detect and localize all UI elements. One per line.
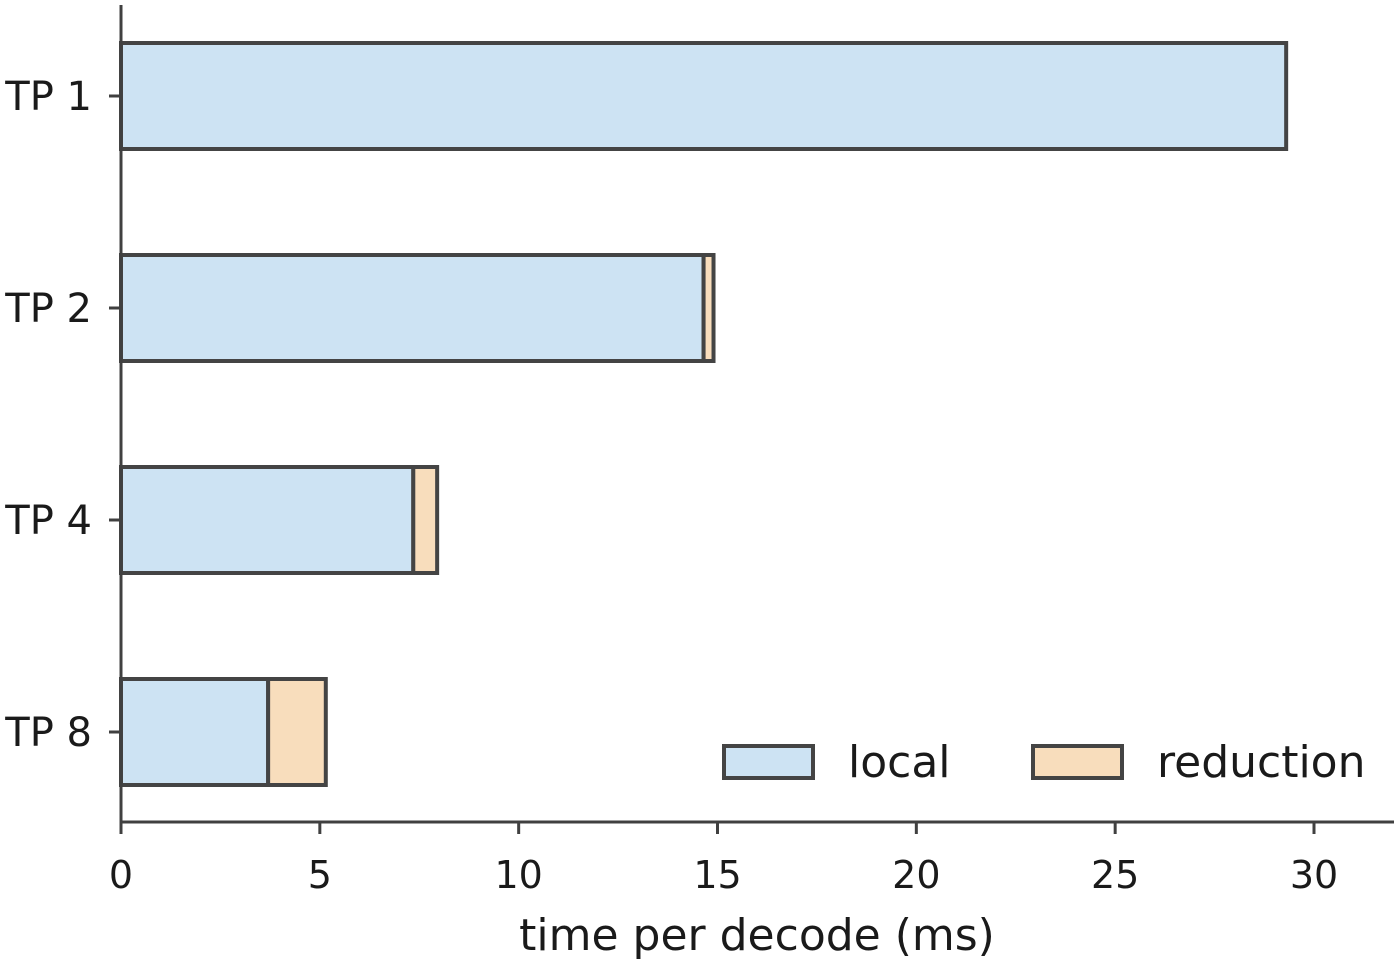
bar-local-tp-2 [119,253,706,363]
legend-label-reduction: reduction [1157,737,1365,788]
y-tick-label-tp-8: TP 8 [4,710,92,756]
x-tick-label-10: 10 [494,853,542,897]
y-axis-ticks: TP 1 TP 2 TP 4 TP 8 [4,74,121,756]
legend-label-local: local [848,737,951,788]
x-tick-label-25: 25 [1091,853,1139,897]
x-tick-label-15: 15 [693,853,741,897]
x-tick-label-0: 0 [109,853,133,897]
legend-swatch-reduction [1031,744,1124,780]
x-axis-title: time per decode (ms) [519,910,995,961]
bar-reduction-tp-8 [266,677,328,787]
x-tick-label-30: 30 [1290,853,1338,897]
y-tick-label-tp-4: TP 4 [4,498,92,544]
bar-reduction-tp-4 [411,465,440,575]
x-axis-ticks: 0 5 10 15 20 25 30 [109,822,1338,897]
legend: local reduction [722,737,1365,788]
bar-local-tp-4 [119,465,416,575]
bar-local-tp-1 [119,41,1289,151]
y-tick-label-tp-1: TP 1 [4,74,92,120]
bars-group [119,41,1289,787]
legend-swatch-local [722,744,815,780]
x-tick-label-5: 5 [308,853,332,897]
x-tick-label-20: 20 [892,853,940,897]
bar-local-tp-8 [119,677,271,787]
y-tick-label-tp-2: TP 2 [4,286,92,332]
bar-reduction-tp-2 [701,253,716,363]
